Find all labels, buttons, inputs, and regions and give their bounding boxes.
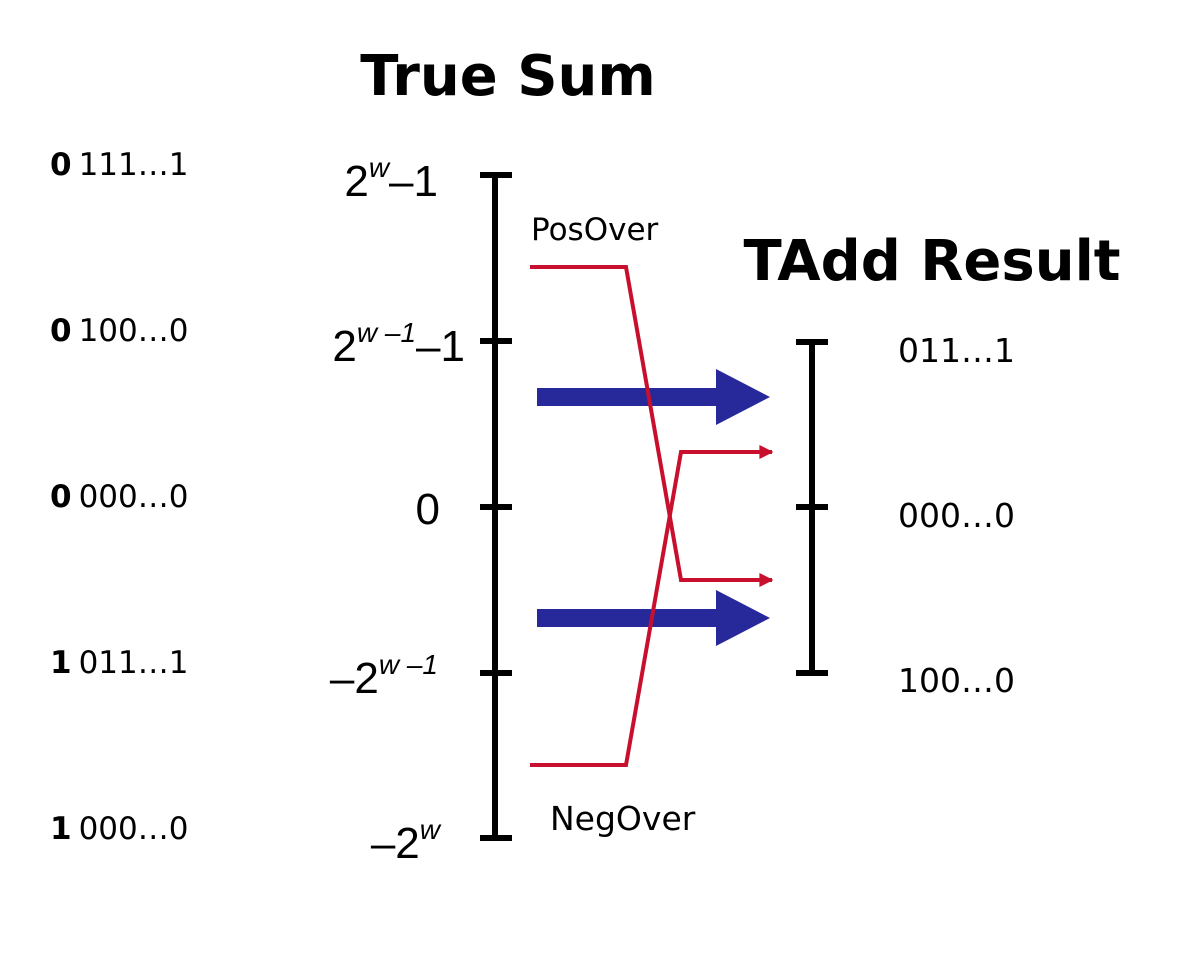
- tick-label-half-min: –2w –1: [330, 649, 438, 703]
- bit-pattern: 0 000…0: [50, 479, 188, 515]
- bit-pattern: 1 011…1: [50, 645, 188, 681]
- result-label-zero: 000…0: [898, 496, 1015, 535]
- true-sum-title: True Sum: [360, 44, 656, 109]
- tick-label-zero: 0: [416, 485, 440, 534]
- tadd-result-axis: [796, 339, 828, 676]
- result-tick-labels: 011…1 000…0 100…0: [898, 331, 1015, 700]
- tadd-result-title: TAdd Result: [743, 229, 1120, 294]
- true-sum-tick-labels: 2w–1 2w –1–1 0 –2w –1 –2w: [330, 152, 465, 868]
- neg-over-label: NegOver: [550, 799, 696, 838]
- result-label-min: 100…0: [898, 661, 1015, 700]
- result-label-max: 011…1: [898, 331, 1015, 370]
- pos-over-label: PosOver: [531, 212, 659, 248]
- negative-overflow-line: [530, 445, 774, 767]
- bit-pattern-column: 0 111…1 0 100…0 0 000…0 1 011…1 1 000…0: [50, 147, 188, 847]
- overflow-lines: [530, 265, 774, 767]
- tick-label-min: –2w: [371, 814, 442, 868]
- bit-pattern: 0 100…0: [50, 313, 188, 349]
- tick-label-max: 2w–1: [344, 152, 438, 206]
- positive-overflow-line: [530, 265, 774, 587]
- true-sum-axis: [480, 172, 512, 841]
- normal-arrow-positive: [537, 369, 770, 425]
- bit-pattern: 0 111…1: [50, 147, 188, 183]
- bit-pattern: 1 000…0: [50, 811, 188, 847]
- tick-label-half-max: 2w –1–1: [332, 317, 465, 371]
